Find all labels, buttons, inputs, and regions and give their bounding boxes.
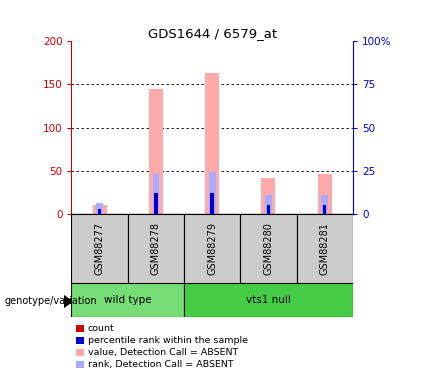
Bar [96, 203, 103, 214]
Text: count: count [88, 324, 115, 333]
Bar [98, 212, 101, 214]
Bar [154, 193, 158, 214]
Text: percentile rank within the sample: percentile rank within the sample [88, 336, 248, 345]
Bar [262, 177, 275, 214]
Bar [205, 73, 219, 214]
Bar [265, 195, 272, 214]
Bar [71, 283, 184, 317]
Bar [184, 214, 240, 283]
Text: GSM88278: GSM88278 [151, 222, 161, 275]
Text: GSM88279: GSM88279 [207, 222, 217, 275]
Bar [149, 89, 163, 214]
Title: GDS1644 / 6579_at: GDS1644 / 6579_at [148, 27, 277, 40]
Bar [297, 214, 353, 283]
Bar [93, 205, 107, 214]
Bar [267, 212, 270, 214]
Bar [210, 193, 214, 214]
Bar [71, 214, 128, 283]
Polygon shape [64, 296, 72, 307]
Bar [210, 212, 214, 214]
Text: GSM88277: GSM88277 [94, 222, 105, 275]
Bar [323, 205, 326, 214]
Bar [209, 172, 216, 214]
Bar [240, 214, 297, 283]
Bar [98, 209, 101, 214]
Bar [267, 205, 270, 214]
Text: genotype/variation: genotype/variation [4, 297, 97, 306]
Bar [184, 283, 353, 317]
Text: vts1 null: vts1 null [246, 295, 291, 305]
Text: value, Detection Call = ABSENT: value, Detection Call = ABSENT [88, 348, 238, 357]
Bar [323, 212, 326, 214]
Bar [128, 214, 184, 283]
Bar [154, 212, 158, 214]
Text: rank, Detection Call = ABSENT: rank, Detection Call = ABSENT [88, 360, 233, 369]
Bar [152, 174, 159, 214]
Bar [321, 195, 328, 214]
Bar [318, 174, 332, 214]
Text: GSM88281: GSM88281 [320, 222, 330, 275]
Text: GSM88280: GSM88280 [263, 222, 274, 275]
Text: wild type: wild type [104, 295, 152, 305]
